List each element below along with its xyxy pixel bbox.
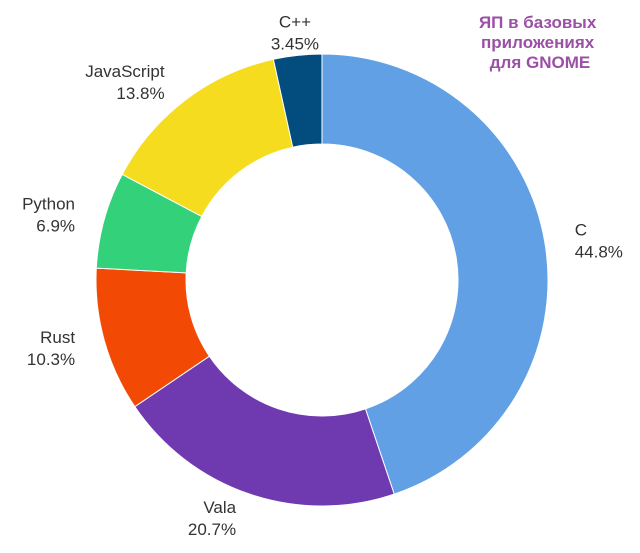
chart-title: ЯП в базовых приложениях для GNOME: [479, 13, 601, 72]
slice-value-cpp: 3.45%: [271, 34, 319, 53]
slice-value-javascript: 13.8%: [116, 84, 164, 103]
slice-value-rust: 10.3%: [27, 350, 75, 369]
slice-name-javascript: JavaScript: [85, 62, 165, 81]
slice-name-python: Python: [22, 194, 75, 213]
slice-name-rust: Rust: [40, 328, 75, 347]
slice-label-vala: Vala 20.7%: [188, 498, 237, 539]
slice-name-vala: Vala: [203, 498, 236, 517]
chart-title-line-2: приложениях: [481, 33, 595, 52]
slice-value-vala: 20.7%: [188, 520, 236, 539]
slice-c: [321, 53, 549, 495]
slice-value-c: 44.8%: [575, 243, 623, 262]
slice-name-c: C: [575, 221, 587, 240]
slice-label-python: Python 6.9%: [22, 194, 75, 235]
slice-vala: [134, 355, 395, 507]
slice-label-rust: Rust 10.3%: [27, 328, 75, 369]
slice-label-cpp: C++ 3.45%: [271, 12, 319, 53]
slices-group: [95, 53, 549, 507]
slice-value-python: 6.9%: [36, 216, 75, 235]
slice-label-javascript: JavaScript 13.8%: [85, 62, 165, 103]
slice-cpp: [272, 53, 323, 148]
slice-labels-group: C 44.8% Vala 20.7% Rust 10.3% Python 6.9% JavaSc…: [22, 12, 623, 538]
chart-title-line-3: для GNOME: [490, 53, 590, 72]
slice-name-cpp: C++: [279, 12, 311, 31]
chart-title-line-1: ЯП в базовых: [479, 13, 597, 32]
slice-label-c: C 44.8%: [575, 221, 623, 262]
